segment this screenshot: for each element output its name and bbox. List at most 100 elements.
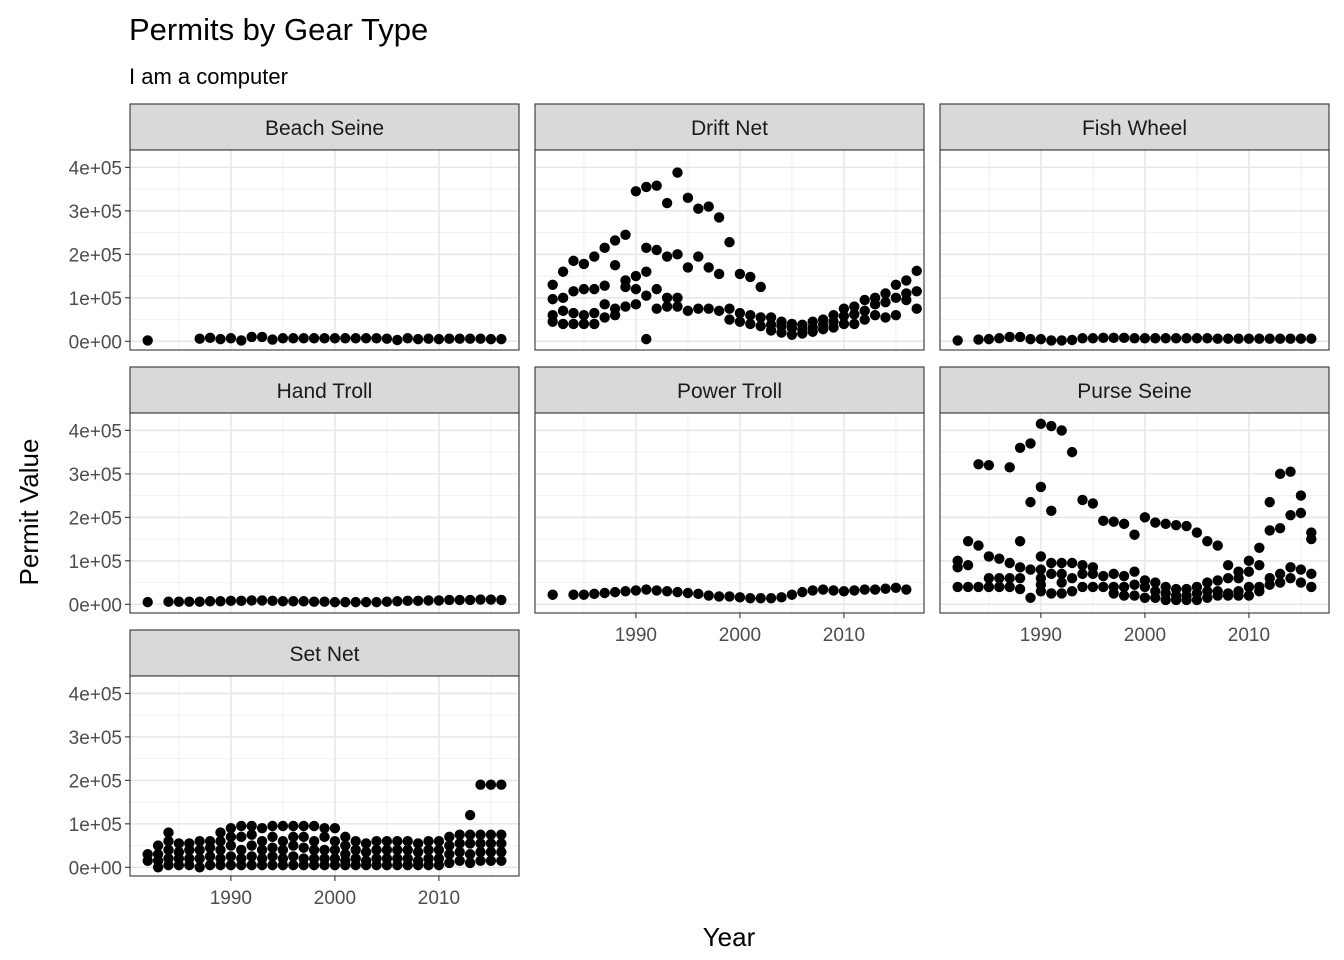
data-point <box>464 829 476 840</box>
data-point <box>1181 594 1192 606</box>
data-point <box>1139 512 1151 523</box>
data-point <box>797 328 808 339</box>
data-point <box>288 859 299 871</box>
data-point <box>693 251 704 262</box>
data-point <box>589 283 600 295</box>
data-point <box>724 314 735 325</box>
chart-subtitle: I am a computer <box>129 64 288 89</box>
data-point <box>755 312 766 323</box>
data-point <box>225 851 237 862</box>
panel-border-set-net <box>129 675 520 877</box>
data-point <box>215 844 226 856</box>
data-point <box>641 290 652 301</box>
data-point <box>1202 333 1213 344</box>
data-point <box>308 333 320 344</box>
data-point <box>807 326 818 337</box>
data-point <box>350 596 361 608</box>
grid-beach-seine <box>130 150 519 350</box>
data-point <box>215 827 226 838</box>
data-point <box>1108 332 1119 344</box>
data-point <box>184 844 195 856</box>
data-point <box>412 595 424 607</box>
data-point <box>215 859 226 871</box>
data-point <box>1118 518 1130 530</box>
data-point <box>817 584 829 595</box>
data-point <box>1025 438 1036 449</box>
y-tick-label: 0e+00 <box>69 858 122 879</box>
data-point <box>765 325 777 336</box>
data-point <box>641 242 652 254</box>
data-point <box>911 286 922 297</box>
data-point <box>807 585 818 596</box>
x-tick-label: 1990 <box>1020 625 1062 646</box>
data-point <box>661 197 673 209</box>
data-point <box>1077 333 1088 344</box>
data-point <box>423 836 434 847</box>
data-point <box>776 592 787 603</box>
data-point <box>599 312 610 323</box>
data-point <box>568 255 579 267</box>
data-point <box>1108 568 1119 580</box>
data-point <box>329 859 341 871</box>
data-point <box>350 844 361 856</box>
data-point <box>557 266 569 277</box>
data-point <box>319 859 330 871</box>
data-point <box>1108 588 1119 599</box>
data-point <box>236 335 247 346</box>
strip-power-troll <box>534 366 925 414</box>
data-point <box>277 844 289 856</box>
data-point <box>329 333 341 344</box>
data-point <box>651 180 662 191</box>
data-point <box>204 851 216 862</box>
data-point <box>256 822 268 834</box>
data-point <box>256 859 268 871</box>
panel-power-troll: Power Troll 1990 2000 2010 <box>534 366 925 646</box>
y-tick-label: 1e+05 <box>69 815 122 836</box>
data-point <box>661 251 673 262</box>
data-point <box>1264 496 1275 508</box>
data-point <box>288 820 299 832</box>
data-point <box>1181 333 1192 344</box>
data-point <box>1077 559 1088 571</box>
data-point <box>433 595 445 606</box>
data-point <box>1254 586 1265 597</box>
data-point <box>204 332 216 344</box>
data-point <box>1129 333 1140 344</box>
data-point <box>630 585 642 596</box>
data-point <box>392 836 403 847</box>
data-point <box>288 333 299 344</box>
data-point <box>225 822 237 834</box>
data-point <box>1025 496 1036 508</box>
data-point <box>340 333 351 344</box>
panel-hand-troll: Hand Troll 0e+00 1e+05 2e+05 3e+05 4e+05 <box>69 366 520 616</box>
data-point <box>1066 334 1078 346</box>
data-point <box>890 582 902 593</box>
data-point <box>1306 333 1317 344</box>
data-point <box>360 859 372 871</box>
y-tick-label: 3e+05 <box>69 465 122 486</box>
data-point <box>194 853 205 864</box>
data-point <box>142 855 153 866</box>
data-point <box>693 203 704 214</box>
data-point <box>1160 333 1171 344</box>
data-point <box>849 585 860 596</box>
data-point <box>703 262 714 273</box>
data-point <box>1014 442 1026 453</box>
data-point <box>983 459 995 471</box>
data-point <box>340 840 351 851</box>
data-point <box>734 592 746 603</box>
data-point <box>1285 333 1296 344</box>
data-point <box>277 333 289 344</box>
y-tick-label: 2e+05 <box>69 508 122 529</box>
data-point <box>236 595 247 607</box>
grid-purse-seine <box>940 413 1329 613</box>
strip-label-hand-troll: Hand Troll <box>277 380 373 403</box>
data-point <box>1150 517 1161 528</box>
data-point <box>1295 564 1307 575</box>
data-point <box>194 844 205 856</box>
data-point <box>225 840 237 851</box>
data-point <box>163 836 174 847</box>
data-point <box>973 581 984 593</box>
data-point <box>589 318 600 330</box>
data-point <box>1129 529 1140 540</box>
